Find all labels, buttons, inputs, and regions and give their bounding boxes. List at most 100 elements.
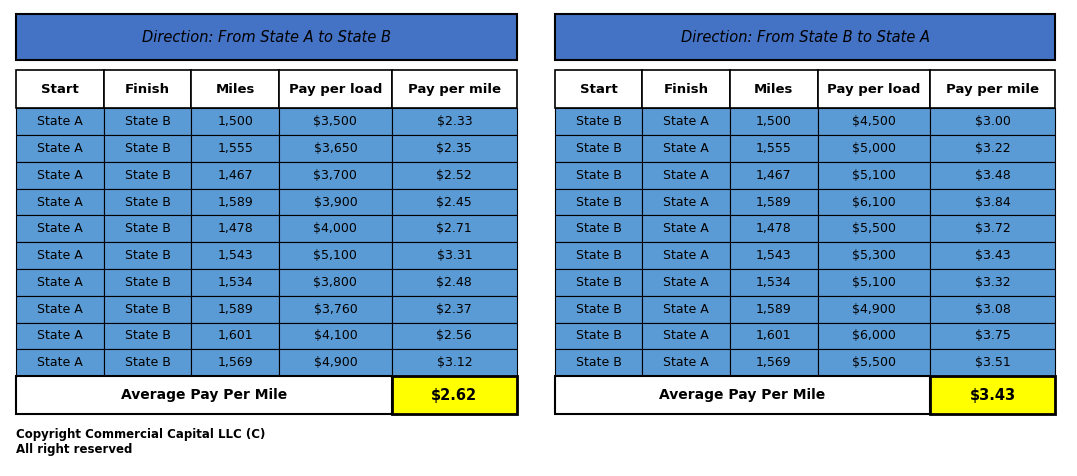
- Text: 1,500: 1,500: [756, 115, 792, 128]
- FancyBboxPatch shape: [642, 323, 730, 349]
- Text: $5,000: $5,000: [852, 142, 896, 155]
- FancyBboxPatch shape: [279, 108, 392, 135]
- FancyBboxPatch shape: [192, 296, 279, 323]
- Text: Average Pay Per Mile: Average Pay Per Mile: [121, 388, 288, 402]
- FancyBboxPatch shape: [392, 188, 517, 216]
- Text: Finish: Finish: [663, 83, 709, 96]
- FancyBboxPatch shape: [642, 296, 730, 323]
- FancyBboxPatch shape: [555, 70, 642, 108]
- FancyBboxPatch shape: [392, 349, 517, 376]
- FancyBboxPatch shape: [642, 349, 730, 376]
- FancyBboxPatch shape: [392, 376, 517, 414]
- Text: $2.56: $2.56: [436, 329, 472, 342]
- Text: 1,467: 1,467: [218, 169, 253, 182]
- FancyBboxPatch shape: [931, 108, 1055, 135]
- FancyBboxPatch shape: [16, 70, 103, 108]
- FancyBboxPatch shape: [192, 269, 279, 296]
- Text: $3.84: $3.84: [975, 196, 1010, 208]
- Text: State B: State B: [125, 196, 170, 208]
- FancyBboxPatch shape: [103, 70, 192, 108]
- Text: $2.37: $2.37: [436, 303, 472, 316]
- FancyBboxPatch shape: [931, 70, 1055, 108]
- Text: State A: State A: [663, 222, 709, 235]
- Text: $4,000: $4,000: [313, 222, 358, 235]
- Text: Pay per mile: Pay per mile: [947, 83, 1039, 96]
- Text: State A: State A: [37, 222, 83, 235]
- Text: $3,900: $3,900: [313, 196, 358, 208]
- Text: 1,478: 1,478: [218, 222, 253, 235]
- Text: $3.12: $3.12: [436, 356, 472, 369]
- FancyBboxPatch shape: [16, 242, 103, 269]
- Text: Average Pay Per Mile: Average Pay Per Mile: [659, 388, 826, 402]
- Text: 1,589: 1,589: [756, 196, 792, 208]
- FancyBboxPatch shape: [16, 296, 103, 323]
- FancyBboxPatch shape: [103, 242, 192, 269]
- Text: State B: State B: [125, 142, 170, 155]
- FancyBboxPatch shape: [392, 323, 517, 349]
- Text: State A: State A: [37, 276, 83, 289]
- FancyBboxPatch shape: [103, 216, 192, 242]
- Text: $2.52: $2.52: [436, 169, 472, 182]
- Text: Miles: Miles: [215, 83, 255, 96]
- FancyBboxPatch shape: [642, 162, 730, 188]
- Text: 1,534: 1,534: [218, 276, 253, 289]
- Text: $2.71: $2.71: [436, 222, 472, 235]
- Text: $3.48: $3.48: [975, 169, 1010, 182]
- Text: $3.31: $3.31: [436, 249, 472, 262]
- FancyBboxPatch shape: [16, 269, 103, 296]
- FancyBboxPatch shape: [730, 269, 817, 296]
- Text: State B: State B: [125, 249, 170, 262]
- FancyBboxPatch shape: [642, 108, 730, 135]
- FancyBboxPatch shape: [103, 108, 192, 135]
- Text: $2.62: $2.62: [431, 387, 477, 403]
- FancyBboxPatch shape: [103, 269, 192, 296]
- FancyBboxPatch shape: [192, 349, 279, 376]
- FancyBboxPatch shape: [555, 188, 642, 216]
- FancyBboxPatch shape: [392, 70, 517, 108]
- Text: 1,534: 1,534: [756, 276, 792, 289]
- Text: Pay per load: Pay per load: [827, 83, 921, 96]
- Text: State A: State A: [37, 142, 83, 155]
- FancyBboxPatch shape: [16, 376, 392, 414]
- FancyBboxPatch shape: [931, 216, 1055, 242]
- Text: Start: Start: [579, 83, 617, 96]
- FancyBboxPatch shape: [730, 162, 817, 188]
- FancyBboxPatch shape: [931, 269, 1055, 296]
- FancyBboxPatch shape: [730, 323, 817, 349]
- Text: 1,569: 1,569: [756, 356, 792, 369]
- FancyBboxPatch shape: [192, 108, 279, 135]
- FancyBboxPatch shape: [279, 70, 392, 108]
- Text: $3.32: $3.32: [975, 276, 1010, 289]
- Text: State A: State A: [663, 303, 709, 316]
- Text: Finish: Finish: [125, 83, 170, 96]
- FancyBboxPatch shape: [103, 188, 192, 216]
- Text: $3,760: $3,760: [313, 303, 358, 316]
- FancyBboxPatch shape: [279, 135, 392, 162]
- Text: State B: State B: [575, 196, 621, 208]
- Text: 1,589: 1,589: [756, 303, 792, 316]
- Text: State A: State A: [663, 276, 709, 289]
- Text: Copyright Commercial Capital LLC (C)
All right reserved: Copyright Commercial Capital LLC (C) All…: [16, 428, 266, 456]
- FancyBboxPatch shape: [642, 135, 730, 162]
- Text: 1,500: 1,500: [218, 115, 253, 128]
- Text: State A: State A: [37, 356, 83, 369]
- Text: 1,589: 1,589: [218, 303, 253, 316]
- Text: $5,300: $5,300: [852, 249, 896, 262]
- Text: $3,800: $3,800: [313, 276, 358, 289]
- Text: State A: State A: [37, 196, 83, 208]
- FancyBboxPatch shape: [817, 296, 931, 323]
- Text: State A: State A: [663, 115, 709, 128]
- FancyBboxPatch shape: [192, 188, 279, 216]
- FancyBboxPatch shape: [817, 162, 931, 188]
- FancyBboxPatch shape: [555, 323, 642, 349]
- FancyBboxPatch shape: [931, 188, 1055, 216]
- FancyBboxPatch shape: [642, 242, 730, 269]
- Text: $2.45: $2.45: [436, 196, 472, 208]
- Text: Direction: From State A to State B: Direction: From State A to State B: [142, 30, 391, 45]
- Text: State A: State A: [663, 329, 709, 342]
- Text: State B: State B: [575, 142, 621, 155]
- Text: $6,100: $6,100: [852, 196, 896, 208]
- FancyBboxPatch shape: [817, 323, 931, 349]
- FancyBboxPatch shape: [192, 135, 279, 162]
- Text: 1,569: 1,569: [218, 356, 253, 369]
